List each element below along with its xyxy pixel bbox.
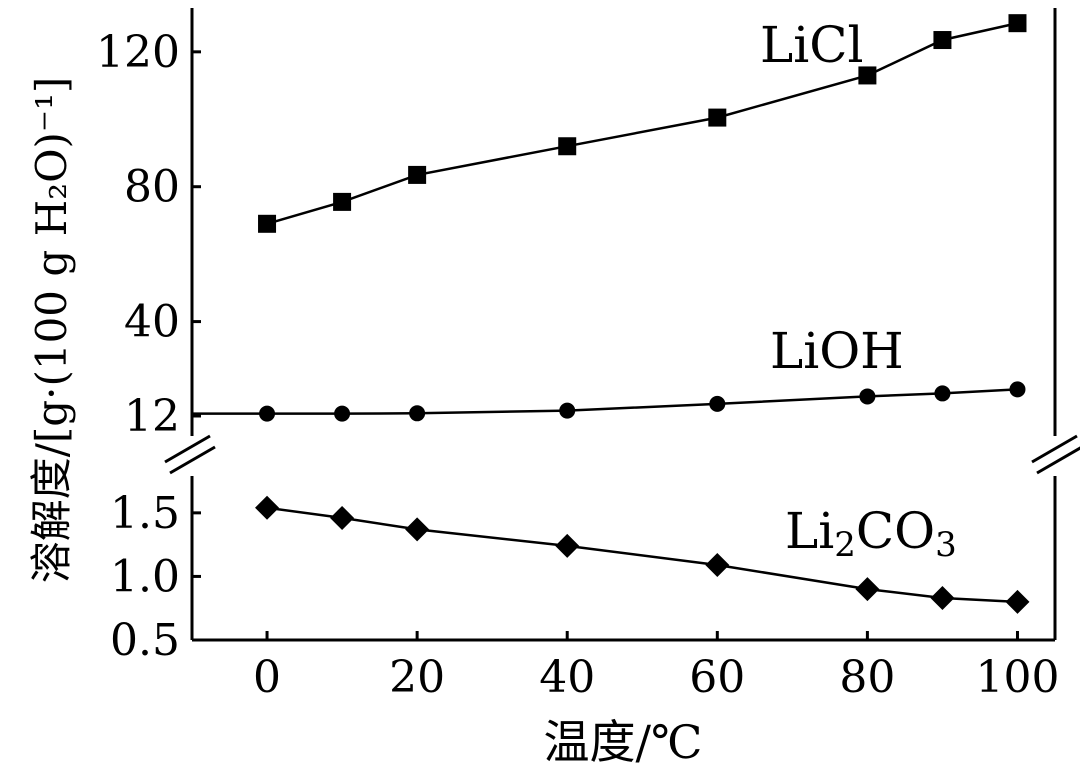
data-point-li2co3 [855, 577, 880, 602]
y-ticks-lower: 0.5 1.0 1.5 [110, 488, 201, 666]
data-point-lioh [334, 405, 351, 422]
data-point-li2co3 [555, 533, 580, 558]
data-point-licl [858, 66, 877, 85]
series-label-lioh: LiOH [770, 322, 904, 380]
data-point-li2co3 [930, 586, 955, 611]
series-line-lioh [192, 388, 1018, 415]
series-line-li2co3 [266, 506, 1018, 604]
series-label-li2co3: Li2CO3 [785, 502, 957, 565]
data-point-lioh [259, 405, 276, 422]
data-point-li2co3 [330, 505, 355, 530]
data-point-lioh [934, 385, 951, 402]
data-point-licl [558, 137, 577, 156]
data-point-licl [258, 214, 277, 233]
data-point-licl [1008, 14, 1027, 33]
axis-break-right-2 [1036, 446, 1080, 475]
x-tick-label: 80 [839, 652, 895, 703]
data-point-licl [933, 31, 952, 50]
series-line-licl [266, 21, 1018, 226]
y-ticks-upper: 12 40 80 120 [96, 27, 201, 442]
data-point-licl [708, 108, 727, 127]
axis-break-left-2 [169, 445, 216, 475]
y-tick-label: 1.0 [110, 551, 180, 602]
x-ticks: 0 20 40 60 80 100 [253, 631, 1059, 703]
x-axis-title: 温度/℃ [544, 715, 703, 769]
x-tick-label: 0 [253, 652, 281, 703]
y-tick-label: 80 [124, 162, 180, 213]
y-axis-title: 溶解度/[g·(100 g H₂O)⁻¹] [27, 77, 76, 584]
data-point-li2co3 [1005, 589, 1030, 614]
y-tick-label: 12 [124, 391, 180, 442]
series-label-licl: LiCl [760, 16, 863, 74]
data-point-li2co3 [405, 517, 430, 542]
x-tick-label: 20 [389, 652, 445, 703]
data-point-li2co3 [705, 552, 730, 577]
data-point-licl [408, 165, 427, 184]
x-tick-label: 100 [975, 652, 1059, 703]
axis-break-left-1 [164, 434, 211, 464]
x-tick-label: 60 [689, 652, 745, 703]
y-tick-label: 120 [96, 27, 180, 78]
data-point-lioh [1009, 381, 1026, 398]
series-layer [192, 14, 1030, 614]
data-point-lioh [709, 395, 726, 412]
data-point-li2co3 [255, 495, 280, 520]
data-point-licl [333, 192, 352, 211]
data-point-lioh [859, 388, 876, 405]
x-tick-label: 40 [539, 652, 595, 703]
y-tick-label: 40 [124, 297, 180, 348]
y-tick-label: 1.5 [110, 488, 180, 539]
data-point-lioh [409, 405, 426, 422]
axis-break-right-1 [1031, 434, 1078, 464]
data-point-lioh [559, 402, 576, 419]
plot-frame [164, 8, 1080, 642]
y-tick-label: 0.5 [110, 615, 180, 666]
